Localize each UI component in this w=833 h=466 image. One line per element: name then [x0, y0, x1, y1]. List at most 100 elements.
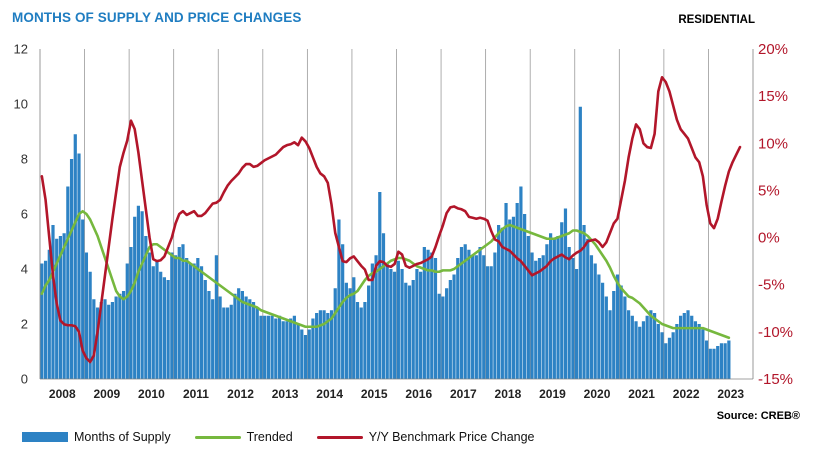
- supply-bar: [307, 329, 311, 379]
- supply-bar: [541, 255, 545, 379]
- left-tick-label: 10: [14, 97, 28, 112]
- legend-item-trend: Trended: [194, 430, 293, 444]
- year-label: 2018: [495, 387, 522, 401]
- supply-bar: [248, 299, 252, 379]
- supply-bar: [589, 255, 594, 379]
- supply-bar: [81, 219, 85, 379]
- supply-bar: [485, 266, 490, 379]
- supply-bar: [556, 236, 560, 379]
- supply-bar: [697, 324, 701, 379]
- supply-bar: [348, 288, 352, 379]
- supply-bar: [545, 244, 549, 379]
- supply-bar: [259, 315, 263, 379]
- supply-bar: [474, 255, 478, 379]
- source-note: Source: CREB®: [716, 410, 800, 422]
- supply-bar: [719, 343, 724, 379]
- supply-bar: [121, 291, 126, 379]
- legend-swatch-trend: [194, 435, 241, 439]
- supply-bar: [537, 258, 542, 379]
- supply-bar: [270, 315, 274, 379]
- supply-bar: [404, 282, 408, 379]
- supply-bar: [586, 238, 590, 379]
- supply-bar: [151, 266, 155, 379]
- supply-bar: [549, 233, 553, 379]
- supply-bar: [136, 205, 141, 379]
- supply-bar: [359, 307, 363, 379]
- supply-bars: [40, 106, 731, 379]
- right-tick-label: 15%: [758, 88, 788, 105]
- supply-bar: [482, 255, 486, 379]
- supply-bar: [563, 208, 568, 379]
- supply-bar: [448, 280, 452, 379]
- supply-bar: [266, 315, 270, 379]
- supply-bar: [125, 263, 129, 379]
- year-label: 2023: [717, 387, 744, 401]
- supply-bar: [240, 291, 244, 379]
- supply-bar: [188, 263, 192, 379]
- supply-bar: [690, 315, 694, 379]
- supply-bar: [445, 288, 449, 379]
- right-tick-label: -5%: [758, 277, 785, 294]
- supply-bar: [337, 219, 341, 379]
- legend-label-price: Y/Y Benchmark Price Change: [368, 430, 535, 444]
- right-tick-label: -10%: [758, 324, 793, 341]
- supply-bar: [552, 238, 556, 379]
- supply-bar: [667, 337, 672, 379]
- supply-bar: [237, 288, 241, 379]
- legend: Months of Supply Trended Y/Y Benchmark P…: [22, 430, 559, 444]
- supply-bar: [582, 225, 586, 379]
- supply-bar: [329, 310, 334, 379]
- supply-bar: [571, 258, 575, 379]
- supply-bar: [478, 247, 482, 379]
- right-tick-label: 20%: [758, 41, 788, 58]
- supply-bar: [407, 285, 412, 379]
- supply-bar: [166, 280, 170, 379]
- supply-bar: [43, 260, 48, 379]
- year-label: 2014: [316, 387, 343, 401]
- series-lines: [40, 75, 742, 364]
- supply-bar: [656, 324, 660, 379]
- supply-bar: [381, 233, 386, 379]
- supply-bar: [92, 299, 96, 379]
- supply-bar: [170, 252, 174, 379]
- supply-bar: [251, 302, 256, 379]
- supply-bar: [378, 192, 382, 379]
- supply-bar: [344, 282, 348, 379]
- supply-bar: [660, 332, 664, 379]
- supply-bar: [560, 222, 564, 379]
- supply-bar: [385, 263, 389, 379]
- supply-bar: [318, 310, 322, 379]
- legend-item-supply: Months of Supply: [22, 430, 171, 444]
- supply-bar: [84, 252, 89, 379]
- supply-bar: [303, 335, 308, 379]
- supply-bar: [214, 255, 218, 379]
- supply-bar: [203, 280, 207, 379]
- supply-bar: [181, 244, 185, 379]
- supply-bar: [185, 258, 189, 379]
- supply-bar: [199, 266, 204, 379]
- supply-bar: [433, 258, 438, 379]
- supply-bar: [274, 318, 278, 379]
- supply-bar: [69, 159, 74, 379]
- supply-bar: [704, 340, 709, 379]
- supply-bar: [363, 302, 367, 379]
- supply-bar: [716, 346, 720, 379]
- supply-bar: [530, 252, 534, 379]
- year-label: 2019: [539, 387, 566, 401]
- supply-bar: [708, 348, 712, 379]
- supply-bar: [333, 288, 337, 379]
- supply-bar: [459, 247, 464, 379]
- supply-bar: [619, 285, 623, 379]
- supply-bar: [118, 293, 122, 379]
- legend-label-supply: Months of Supply: [74, 430, 171, 444]
- supply-bar: [207, 291, 211, 379]
- supply-bar: [678, 315, 683, 379]
- supply-bar: [389, 269, 393, 379]
- year-label: 2021: [628, 387, 655, 401]
- supply-bar: [77, 153, 81, 379]
- supply-bar: [311, 318, 315, 379]
- supply-bar: [600, 282, 605, 379]
- supply-bar: [630, 315, 634, 379]
- supply-bar: [370, 263, 374, 379]
- supply-bar: [437, 293, 441, 379]
